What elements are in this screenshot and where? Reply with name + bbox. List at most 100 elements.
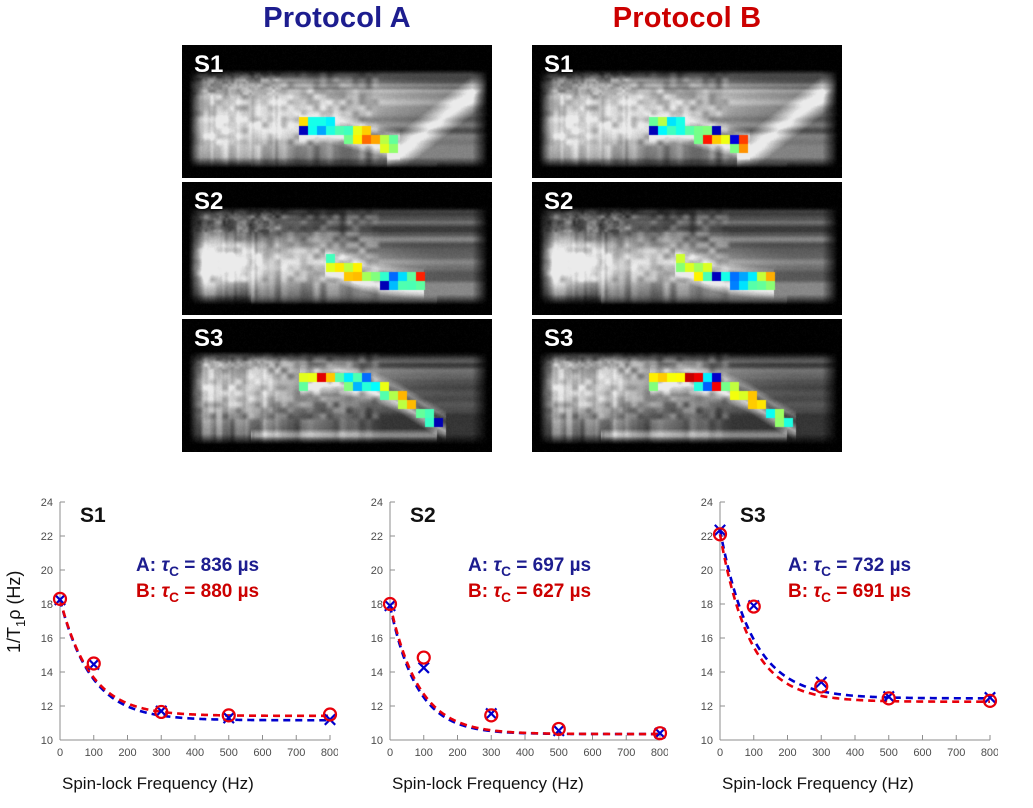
marker-b — [86, 656, 101, 671]
marker-b — [982, 693, 998, 708]
x-axis-label: Spin-lock Frequency (Hz) — [392, 774, 584, 793]
svg-text:18: 18 — [41, 599, 53, 611]
marker-b — [746, 599, 761, 614]
svg-text:14: 14 — [41, 667, 53, 679]
svg-text:20: 20 — [41, 565, 53, 577]
svg-text:16: 16 — [371, 633, 383, 645]
tau-c-protocol-a: A: τC = 697 µs — [468, 555, 592, 579]
svg-text:12: 12 — [701, 701, 713, 713]
svg-text:22: 22 — [701, 531, 713, 543]
slice-label: S2 — [544, 188, 574, 215]
tau-c-annotation: A: τC = 836 µs B: τC = 880 µs — [136, 554, 259, 607]
svg-text:20: 20 — [371, 565, 383, 577]
svg-text:18: 18 — [371, 599, 383, 611]
svg-text:200: 200 — [118, 747, 136, 759]
svg-text:200: 200 — [778, 747, 796, 759]
marker-b — [322, 707, 338, 722]
svg-text:500: 500 — [550, 747, 568, 759]
mri-panel-s1-protocol-b: S1 — [532, 45, 842, 178]
chart-s3: 10 12 14 16 18 20 22 24 0 100 200 300 400 500 600 700 80… — [701, 497, 998, 759]
svg-text:20: 20 — [701, 565, 713, 577]
slice-label: S2 — [194, 188, 224, 215]
panel-label-s1: S1 — [80, 504, 106, 527]
panel-label-s2: S2 — [410, 504, 436, 527]
svg-text:700: 700 — [287, 747, 305, 759]
tau-c-protocol-a: A: τC = 836 µs — [136, 555, 260, 579]
marker-b — [484, 708, 499, 723]
column-title-protocol-a: Protocol A — [263, 2, 411, 34]
marker-b — [52, 591, 68, 607]
marker-a — [417, 661, 430, 674]
plot-s3: 10 12 14 16 18 20 22 24 0 100 200 300 400 500 600 700 80… — [668, 492, 998, 808]
svg-text:100: 100 — [415, 747, 433, 759]
svg-text:22: 22 — [41, 531, 53, 543]
marker-a — [714, 524, 726, 537]
svg-text:600: 600 — [253, 747, 271, 759]
svg-text:24: 24 — [701, 497, 713, 509]
marker-a — [815, 676, 828, 689]
mri-panel-s1-protocol-a: S1 — [182, 45, 492, 178]
svg-text:22: 22 — [371, 531, 383, 543]
chart-s2: 10 12 14 16 18 20 22 24 0 100 200 300 400 500 600 700 80… — [371, 497, 668, 759]
svg-text:400: 400 — [516, 747, 534, 759]
svg-text:10: 10 — [41, 735, 53, 747]
svg-text:12: 12 — [41, 701, 53, 713]
svg-text:700: 700 — [947, 747, 965, 759]
svg-text:400: 400 — [846, 747, 864, 759]
svg-text:16: 16 — [701, 633, 713, 645]
svg-text:800: 800 — [321, 747, 338, 759]
marker-b — [382, 596, 398, 612]
chart-s1: 10 12 14 16 18 20 22 24 0 100 200 300 400 500 600 700 80… — [41, 497, 338, 759]
svg-text:14: 14 — [701, 667, 713, 679]
svg-text:500: 500 — [220, 747, 238, 759]
svg-text:18: 18 — [701, 599, 713, 611]
marker-b — [881, 691, 896, 706]
svg-text:500: 500 — [880, 747, 898, 759]
mri-panel-s2-protocol-a: S2 — [182, 182, 492, 315]
mri-panel-s3-protocol-a: S3 — [182, 319, 492, 452]
marker-b — [416, 650, 431, 665]
svg-text:700: 700 — [617, 747, 635, 759]
svg-text:14: 14 — [371, 667, 383, 679]
svg-text:100: 100 — [85, 747, 103, 759]
svg-text:300: 300 — [812, 747, 830, 759]
mri-panel-s3-protocol-b: S3 — [532, 319, 842, 452]
svg-text:400: 400 — [186, 747, 204, 759]
svg-text:16: 16 — [41, 633, 53, 645]
tau-c-protocol-a: A: τC = 732 µs — [788, 555, 912, 579]
x-axis-label: Spin-lock Frequency (Hz) — [722, 774, 914, 793]
tau-c-protocol-b: B: τC = 691 µs — [788, 581, 912, 606]
svg-text:0: 0 — [387, 747, 393, 759]
svg-text:10: 10 — [371, 735, 383, 747]
marker-b — [154, 704, 169, 720]
svg-text:24: 24 — [371, 497, 383, 509]
marker-b — [814, 679, 829, 694]
plot-s1: 10 12 14 16 18 20 22 24 0 100 200 300 400 500 600 700 80… — [8, 492, 338, 808]
svg-text:0: 0 — [717, 747, 723, 759]
svg-text:600: 600 — [913, 747, 931, 759]
svg-text:800: 800 — [981, 747, 998, 759]
svg-text:12: 12 — [371, 701, 383, 713]
marker-b — [712, 527, 728, 542]
plot-s2: 10 12 14 16 18 20 22 24 0 100 200 300 400 500 600 700 80… — [338, 492, 668, 808]
svg-text:200: 200 — [448, 747, 466, 759]
svg-text:10: 10 — [701, 735, 713, 747]
tau-c-protocol-b: B: τC = 880 µs — [136, 581, 260, 606]
panel-label-s3: S3 — [740, 504, 766, 527]
svg-text:600: 600 — [583, 747, 601, 759]
x-axis-label: Spin-lock Frequency (Hz) — [62, 774, 254, 793]
marker-b — [652, 726, 668, 741]
marker-b — [221, 708, 236, 723]
slice-label: S1 — [544, 51, 574, 78]
column-title-protocol-b: Protocol B — [612, 2, 762, 34]
svg-text:0: 0 — [57, 747, 63, 759]
tau-c-annotation: A: τC = 732 µs B: τC = 691 µs — [788, 554, 911, 607]
svg-text:24: 24 — [41, 497, 53, 509]
marker-a — [984, 691, 996, 704]
tau-c-annotation: A: τC = 697 µs B: τC = 627 µs — [468, 554, 591, 607]
slice-label: S3 — [194, 325, 224, 352]
svg-text:300: 300 — [482, 747, 500, 759]
svg-text:300: 300 — [152, 747, 170, 759]
tau-c-protocol-b: B: τC = 627 µs — [468, 581, 592, 606]
slice-label: S3 — [544, 325, 574, 352]
